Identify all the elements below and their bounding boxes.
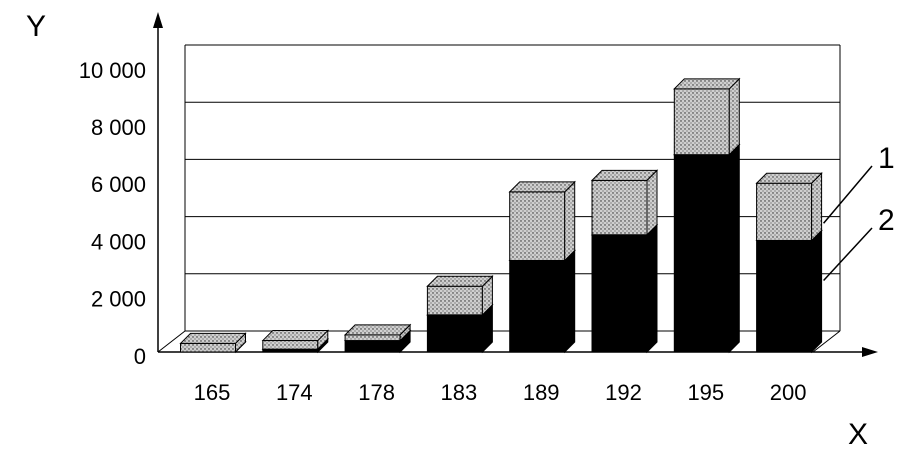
- bar-top: [508, 181, 576, 193]
- x-tick-label: 195: [687, 380, 724, 405]
- legend-arrow: [823, 165, 873, 224]
- bar-segment: [590, 169, 659, 236]
- bar-segment: [343, 323, 412, 342]
- floor-right: [812, 330, 841, 353]
- bar-side: [564, 180, 576, 262]
- x-tick-label: 189: [523, 380, 560, 405]
- y-tick-label: 10 000: [79, 58, 146, 83]
- y-tick-label: 0: [134, 344, 146, 369]
- bar-segment: [426, 275, 494, 317]
- bar-top: [179, 332, 247, 344]
- bar-side: [728, 143, 740, 354]
- bar-front: [756, 239, 813, 353]
- bar-segment: [673, 77, 741, 156]
- bar-segment: [673, 143, 741, 354]
- bar-segment: [755, 172, 823, 242]
- y-axis-arrow: [153, 12, 163, 28]
- bar-side: [564, 249, 576, 354]
- x-axis-arrow: [862, 347, 878, 357]
- bar-side: [728, 77, 740, 156]
- x-tick-label: 165: [194, 380, 231, 405]
- bar-front: [426, 314, 483, 353]
- bar-front: [509, 259, 566, 353]
- bar-segment: [590, 223, 659, 354]
- bar-segment: [755, 229, 823, 354]
- bar-front: [344, 340, 401, 353]
- bar-front: [344, 334, 401, 342]
- bar-segment: [508, 180, 576, 262]
- bar-side: [646, 169, 658, 236]
- bar-front: [180, 342, 236, 353]
- bar-top: [261, 330, 330, 342]
- legend-label: 1: [878, 142, 895, 175]
- bar-front: [262, 340, 319, 350]
- bar-segment: [508, 249, 576, 354]
- bar-segment: [179, 332, 247, 354]
- bar-side: [811, 229, 823, 354]
- y-tick-label: 8 000: [91, 115, 146, 140]
- y-tick-label: 4 000: [91, 229, 146, 254]
- legend-arrow: [823, 227, 873, 281]
- y-tick-label: 2 000: [91, 287, 146, 312]
- bar-front: [673, 154, 730, 353]
- bar-front: [509, 191, 566, 261]
- x-tick-label: 178: [358, 380, 395, 405]
- bar-top: [590, 169, 659, 181]
- bar-top: [755, 172, 823, 184]
- x-tick-label: 174: [276, 380, 313, 405]
- bar-front: [426, 285, 483, 316]
- y-axis-label: Y: [26, 10, 46, 43]
- bar-top: [343, 324, 412, 336]
- x-tick-label: 200: [770, 380, 807, 405]
- bar-front: [591, 234, 648, 353]
- x-tick-label: 183: [441, 380, 478, 405]
- bar-top: [426, 275, 494, 287]
- bar-segment: [261, 329, 330, 351]
- bar-front: [673, 88, 730, 156]
- bar-top: [673, 78, 741, 90]
- floor-left: [157, 330, 186, 353]
- bar-side: [811, 172, 823, 242]
- bar-front: [591, 179, 648, 236]
- x-axis-label: X: [848, 418, 868, 451]
- bar-front: [756, 182, 813, 241]
- bar-side: [646, 223, 658, 354]
- y-tick-label: 6 000: [91, 172, 146, 197]
- legend-label: 2: [878, 204, 895, 237]
- x-tick-label: 192: [605, 380, 642, 405]
